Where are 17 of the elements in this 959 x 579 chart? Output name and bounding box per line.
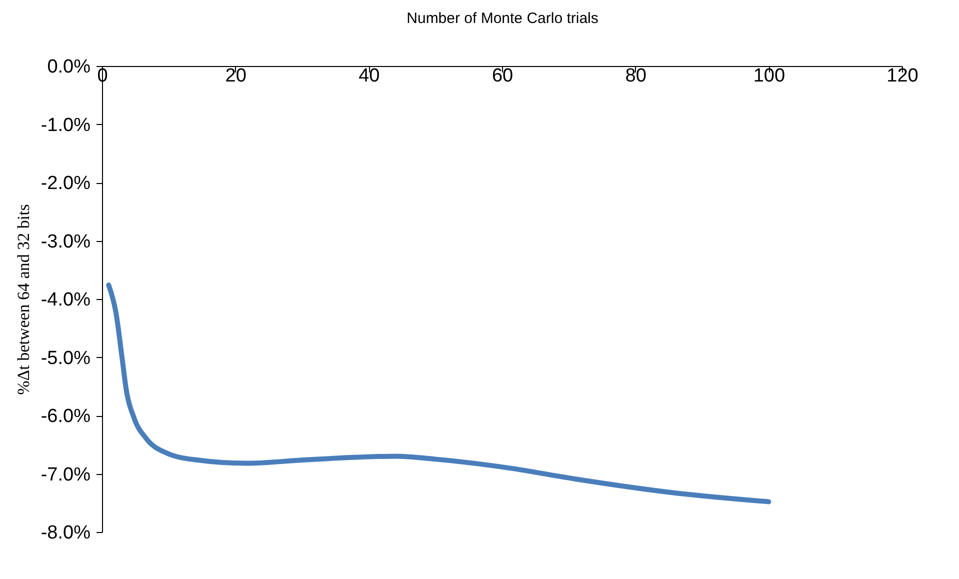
y-axis-title: %Δt between 64 and 32 bits: [14, 204, 33, 395]
y-tick-label: -2.0%: [40, 173, 91, 194]
y-tick-label: -3.0%: [40, 231, 91, 252]
y-tick-label: 0.0%: [47, 56, 91, 78]
x-tick-label: 20: [225, 66, 246, 86]
x-axis-title: Number of Monte Carlo trials: [406, 10, 598, 27]
y-tick-label: -1.0%: [40, 114, 91, 136]
y-tick-label: -5.0%: [40, 348, 91, 369]
x-tick-label: 80: [625, 66, 646, 86]
y-tick-label: -7.0%: [40, 464, 91, 486]
y-tick-label: -4.0%: [40, 290, 91, 310]
x-tick-label: 60: [492, 66, 514, 86]
x-tick-label: 40: [358, 66, 380, 86]
y-tick-label: -6.0%: [40, 406, 91, 427]
x-tick-label: 100: [753, 66, 786, 86]
y-tick-label: -8.0%: [40, 522, 91, 544]
x-tick-label: 120: [886, 66, 918, 86]
